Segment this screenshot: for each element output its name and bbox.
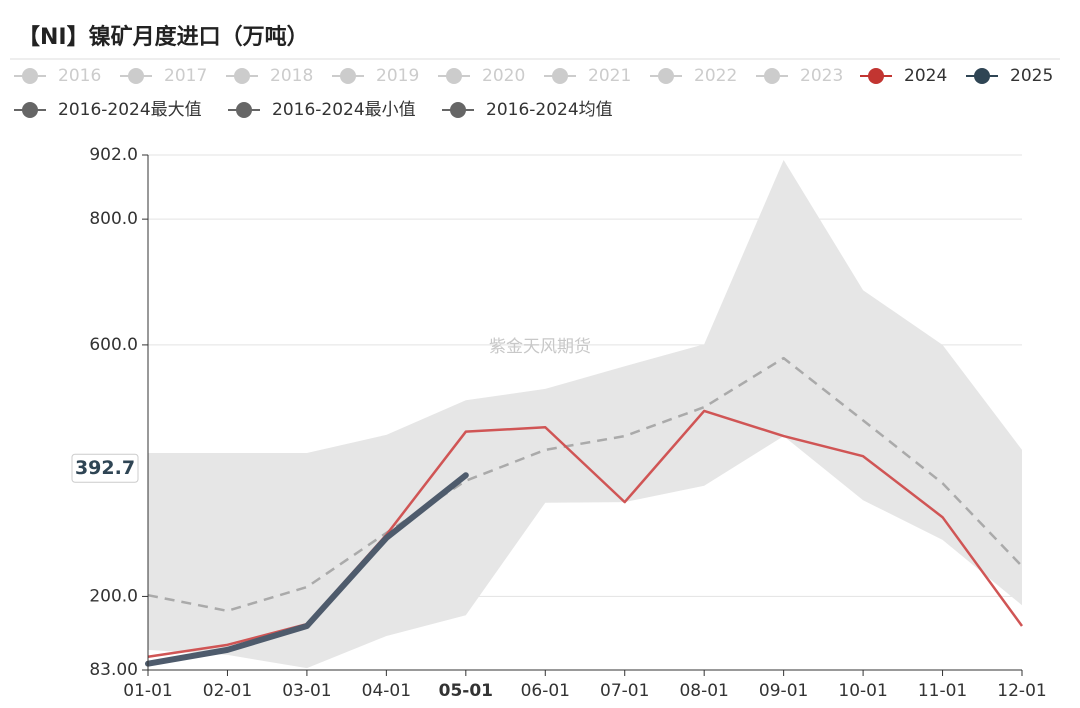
x-tick-label: 11-01 xyxy=(918,681,967,701)
y-tick-label: 902.0 xyxy=(89,145,138,165)
legend-marker xyxy=(450,102,466,118)
legend-label: 2024 xyxy=(904,66,947,86)
x-tick-label: 12-01 xyxy=(997,681,1046,701)
series-line xyxy=(147,356,1023,613)
legend-marker xyxy=(22,102,38,118)
pointer-box xyxy=(71,453,139,483)
y-tick-label: 600.0 xyxy=(89,335,138,355)
watermark: 紫金天风期货 xyxy=(489,337,591,357)
legend-label: 2019 xyxy=(376,66,419,86)
legend-marker xyxy=(974,68,990,84)
legend-label: 2022 xyxy=(694,66,737,86)
legend-marker xyxy=(868,68,884,84)
legend-label: 2016-2024均值 xyxy=(486,100,613,120)
legend-marker xyxy=(764,68,780,84)
legend-marker xyxy=(552,68,568,84)
pointer-label: 392.7 xyxy=(75,457,135,479)
range-band xyxy=(148,160,1022,669)
y-tick-label: 200.0 xyxy=(89,586,138,606)
x-tick-label: 02-01 xyxy=(203,681,252,701)
x-tick-label: 08-01 xyxy=(679,681,728,701)
x-tick-label: 04-01 xyxy=(362,681,411,701)
legend-label: 2023 xyxy=(800,66,843,86)
y-tick-label: 800.0 xyxy=(89,209,138,229)
legend-marker xyxy=(22,68,38,84)
legend-marker xyxy=(128,68,144,84)
legend-label: 2021 xyxy=(588,66,631,86)
x-tick-label: 09-01 xyxy=(759,681,808,701)
legend-marker xyxy=(340,68,356,84)
x-tick-label: 10-01 xyxy=(838,681,887,701)
chart-title: 【NI】镍矿月度进口（万吨） xyxy=(18,24,309,50)
x-tick-label: 03-01 xyxy=(282,681,331,701)
legend-label: 2020 xyxy=(482,66,525,86)
x-tick-label: 01-01 xyxy=(123,681,172,701)
legend-marker xyxy=(658,68,674,84)
x-tick-label: 05-01 xyxy=(439,681,493,701)
legend-label: 2017 xyxy=(164,66,207,86)
legend-label: 2016-2024最大值 xyxy=(58,100,202,120)
legend-label: 2018 xyxy=(270,66,313,86)
legend-label: 2016-2024最小值 xyxy=(272,100,416,120)
x-tick-label: 07-01 xyxy=(600,681,649,701)
y-tick-label: 83.00 xyxy=(89,660,138,680)
legend-marker xyxy=(234,68,250,84)
legend-marker xyxy=(446,68,462,84)
legend-marker xyxy=(236,102,252,118)
x-tick-label: 06-01 xyxy=(521,681,570,701)
legend-label: 2016 xyxy=(58,66,101,86)
legend-label: 2025 xyxy=(1010,66,1053,86)
series-line xyxy=(145,472,469,667)
